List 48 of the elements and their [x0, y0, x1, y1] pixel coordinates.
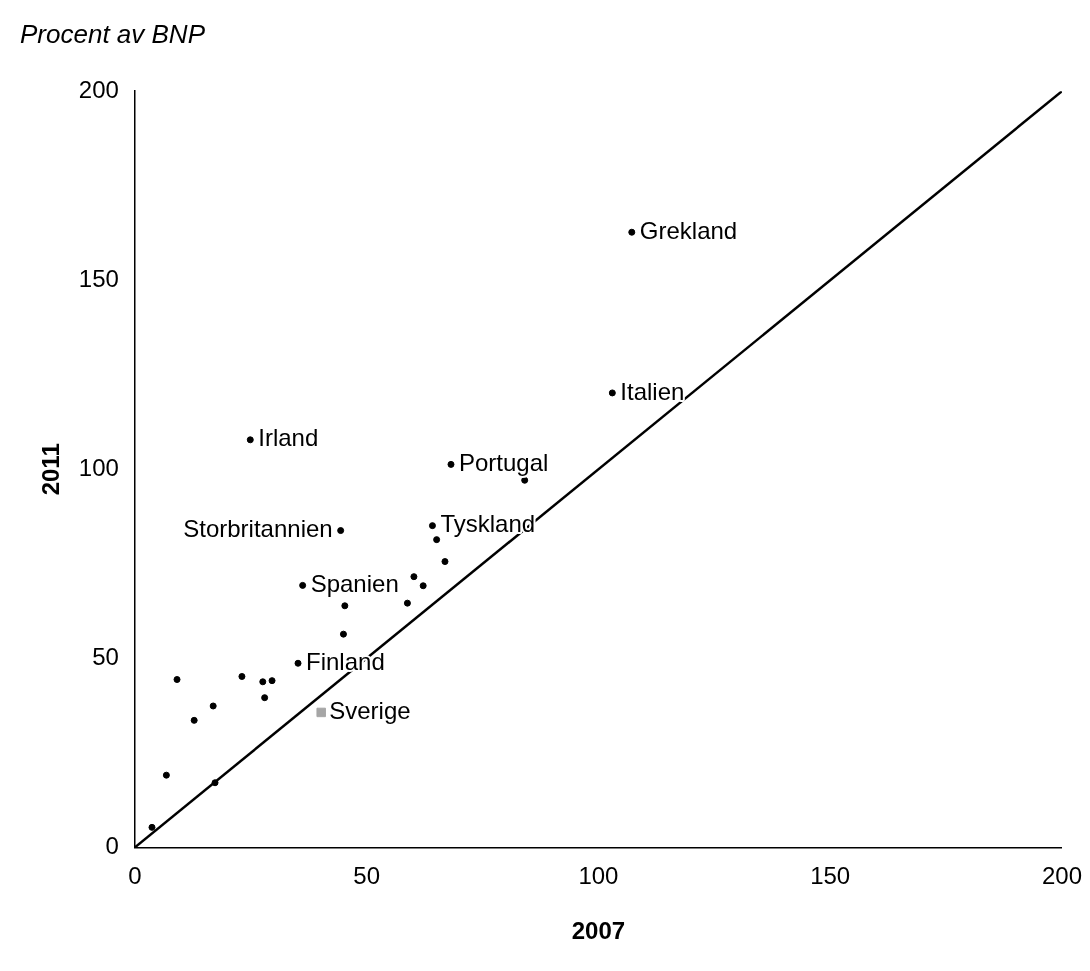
point — [316, 707, 326, 718]
annotation: Storbritannien — [183, 515, 333, 543]
point — [441, 558, 449, 566]
point — [259, 678, 267, 686]
point — [419, 582, 427, 590]
y-tick-label: 50 — [92, 642, 119, 670]
point — [447, 460, 455, 468]
annotation: Irland — [258, 424, 319, 452]
annotation: Grekland — [639, 216, 738, 244]
x-tick-label: 50 — [353, 862, 380, 890]
point — [339, 630, 347, 638]
point — [211, 779, 219, 787]
point — [190, 716, 198, 724]
point — [268, 677, 276, 685]
point — [261, 694, 269, 702]
annotation: Spanien — [310, 570, 399, 597]
point — [341, 602, 349, 610]
y-axis-title: 2011 — [37, 443, 65, 496]
point — [162, 771, 170, 779]
point — [403, 599, 411, 607]
point — [628, 228, 636, 236]
point — [246, 436, 254, 444]
point — [238, 673, 246, 680]
y-tick-label: 150 — [78, 264, 119, 292]
x-tick-label: 150 — [810, 862, 851, 890]
y-tick-label: 200 — [78, 75, 119, 103]
x-tick-label: 0 — [128, 862, 142, 890]
point — [433, 536, 441, 544]
x-axis-title: 2007 — [571, 917, 626, 945]
point — [209, 702, 217, 710]
annotation: Italien — [620, 377, 685, 405]
point — [294, 659, 302, 667]
chart-title: Procent av BNP — [20, 18, 206, 49]
y-tick-label: 100 — [78, 453, 119, 481]
point — [337, 527, 345, 535]
annotation: Portugal — [459, 449, 549, 477]
point — [148, 823, 156, 831]
point — [428, 522, 436, 530]
point — [299, 581, 307, 589]
x-tick-label: 100 — [578, 862, 619, 890]
x-tick-label: 200 — [1041, 862, 1082, 890]
point — [521, 476, 529, 484]
annotation: Tyskland — [440, 510, 536, 538]
annotation: Sverige — [329, 697, 411, 725]
point — [410, 573, 418, 581]
point — [173, 676, 181, 684]
y-tick-label: 0 — [105, 832, 119, 860]
point — [608, 389, 616, 397]
